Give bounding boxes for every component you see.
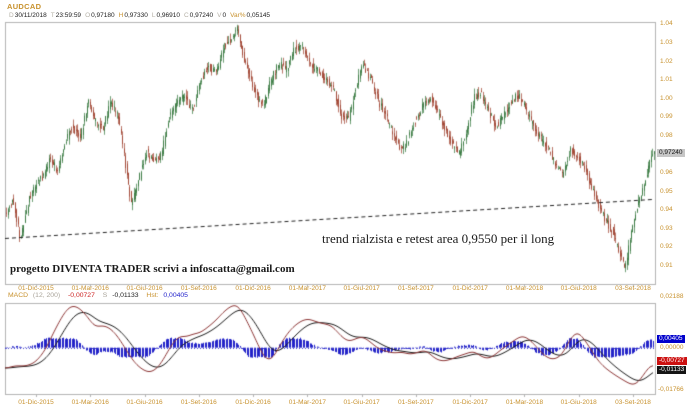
price-axis-label: 0.98: [660, 131, 673, 139]
price-axis-label: 0.91: [660, 261, 673, 269]
macd-legend-s-label: S: [102, 292, 108, 299]
header-field-value: 0,97180: [91, 12, 115, 19]
header-field-label-v: V: [217, 12, 222, 19]
ohlc-header-row: D30/11/2018 T23:59:59 O0,97180 H0,97330 L0,9…: [5, 12, 270, 19]
mid-date-axis-label: 01-Giu-2018: [560, 285, 597, 292]
bottom-date-axis-label: 01-Giu-2018: [560, 398, 597, 406]
bottom-date-axis-label: 01-Dic-2015: [18, 398, 54, 406]
macd-legend-hist-label: Hst:: [146, 292, 159, 299]
price-axis-label: 0.99: [660, 113, 673, 121]
header-field-label-l: L: [151, 12, 156, 19]
header-field-label-c: C: [183, 12, 189, 19]
price-axis-label: 1.00: [660, 94, 673, 102]
bottom-date-axis-label: 01-Dic-2017: [452, 398, 488, 406]
promo-annotation: progetto DIVENTA TRADER scrivi a infosca…: [10, 263, 295, 275]
header-field-label-t: T: [50, 12, 55, 19]
mid-date-axis-label: 01-Set-2017: [398, 285, 434, 292]
header-field-label-o: O: [85, 12, 91, 19]
symbol-title: AUDCAD: [7, 2, 42, 11]
mid-date-axis-label: 01-Set-2016: [180, 285, 217, 292]
bottom-date-axis-label: 01-Mar-2018: [505, 398, 544, 406]
header-field-value: 0,96910: [156, 12, 180, 19]
macd-legend-name: MACD: [8, 292, 29, 299]
macd-legend-value: -0,00727: [68, 292, 95, 299]
bottom-date-axis-label: 01-Dic-2016: [235, 398, 271, 406]
header-field-value: 23:59:59: [55, 12, 82, 19]
macd-signal-value-tag: -0,01133: [657, 366, 687, 374]
macd-legend-signal-value: -0,01133: [112, 292, 139, 299]
price-axis-label: 1.04: [660, 20, 673, 28]
macd-hist-value-tag: 0,00405: [657, 335, 685, 343]
mid-date-axis-label: 01-Dic-2017: [452, 285, 488, 292]
price-axis-label: 0.92: [660, 243, 673, 251]
mid-date-axis-label: 03-Set-2018: [615, 285, 651, 292]
mid-date-axis-label: 01-Dic-2015: [18, 285, 54, 292]
trendline-annotation: trend rialzista e retest area 0,9550 per…: [322, 231, 555, 246]
header-field-value: 0,97240: [189, 12, 214, 19]
bottom-date-axis-label: 01-Giu-2017: [343, 398, 380, 406]
header-field-label-h: H: [118, 12, 124, 19]
current-price-tag: 0,97240: [657, 149, 685, 157]
header-field-label-d: D: [9, 12, 14, 19]
header-field-value: 30/11/2018: [14, 12, 47, 19]
price-axis-label: 0.94: [660, 206, 673, 214]
mid-date-axis-label: 01-Mar-2016: [71, 285, 109, 292]
bottom-date-axis-label: 01-Set-2017: [398, 398, 434, 406]
price-axis-label: 1.03: [660, 38, 673, 46]
price-axis-label: 0.95: [660, 187, 673, 195]
mid-date-axis-label: 01-Giu-2016: [126, 285, 163, 292]
bottom-date-axis-label: 01-Set-2016: [180, 398, 217, 406]
macd-legend: MACD (12, 200) -0,00727 S -0,01133 Hst: …: [8, 292, 188, 299]
mid-date-axis-label: 01-Mar-2017: [288, 285, 326, 292]
header-field-value: 0: [222, 12, 227, 19]
bottom-date-axis-label: 01-Giu-2016: [126, 398, 163, 406]
macd-axis-top-label: 0,02188: [660, 293, 684, 300]
macd-legend-hist-value: 0,00405: [163, 292, 188, 299]
mid-date-axis-label: 01-Mar-2018: [505, 285, 544, 292]
mid-date-axis-label: 01-Dic-2016: [235, 285, 271, 292]
price-axis-label: 1.02: [660, 57, 673, 65]
bottom-date-axis-label: 01-Mar-2016: [71, 398, 109, 406]
macd-legend-params: (12, 200): [32, 292, 61, 299]
header-field-value: 0,05145: [246, 12, 271, 19]
price-axis-label: 1.01: [660, 76, 673, 84]
header-field-value: 0,97330: [124, 12, 148, 19]
price-axis-label: 0.96: [660, 169, 673, 176]
header-field-label-var: Var%: [230, 12, 246, 19]
price-axis-label: 0.93: [660, 224, 673, 232]
macd-axis-zero-label: 0,00000: [660, 344, 684, 351]
bottom-date-axis-label: 01-Mar-2017: [288, 398, 326, 406]
macd-axis-bottom-label: -0,01766: [658, 386, 684, 393]
mid-date-axis-label: 01-Giu-2017: [343, 285, 380, 292]
bottom-date-axis-label: 03-Set-2018: [615, 398, 651, 406]
macd-value-tag: -0,00727: [657, 357, 687, 365]
